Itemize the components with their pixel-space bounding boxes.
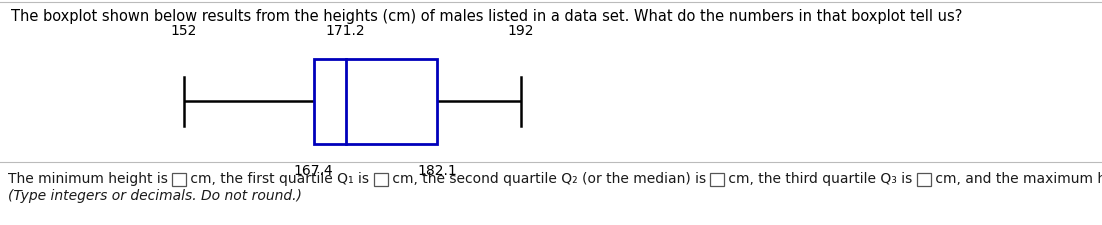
Text: cm, the third quartile Q₃ is: cm, the third quartile Q₃ is	[724, 172, 917, 186]
Bar	[917, 173, 931, 185]
Text: 152: 152	[171, 24, 197, 38]
Text: The boxplot shown below results from the heights (cm) of males listed in a data : The boxplot shown below results from the…	[11, 9, 962, 24]
Text: 182.1: 182.1	[418, 164, 457, 178]
Text: cm, the second quartile Q₂ (or the median) is: cm, the second quartile Q₂ (or the media…	[388, 172, 710, 186]
Text: cm, and the maximum height is: cm, and the maximum height is	[931, 172, 1102, 186]
Bar	[172, 173, 186, 185]
Text: 167.4: 167.4	[294, 164, 334, 178]
Bar	[314, 58, 437, 144]
Text: 171.2: 171.2	[326, 24, 366, 38]
Text: 192: 192	[507, 24, 534, 38]
Bar	[374, 173, 388, 185]
Bar	[710, 173, 724, 185]
Text: (Type integers or decimals. Do not round.): (Type integers or decimals. Do not round…	[8, 189, 302, 203]
Text: The minimum height is: The minimum height is	[8, 172, 172, 186]
Text: cm, the first quartile Q₁ is: cm, the first quartile Q₁ is	[186, 172, 374, 186]
